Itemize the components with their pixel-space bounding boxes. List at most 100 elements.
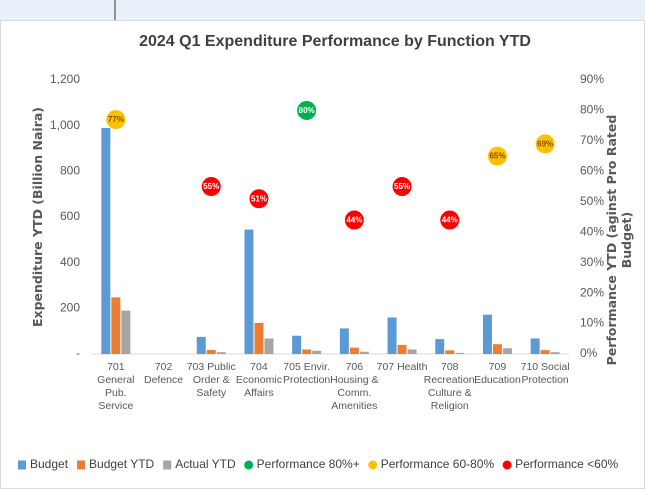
performance-label: 44% <box>442 216 458 225</box>
performance-marker: 65% <box>487 146 507 166</box>
bar <box>292 335 302 354</box>
performance-marker: 77% <box>106 110 126 130</box>
x-tick-label: 704 Economic Affairs <box>235 361 282 399</box>
bar <box>492 344 502 354</box>
performance-label: 69% <box>537 140 553 149</box>
y2-tick-label: 20% <box>580 285 604 299</box>
y-tick-label: 800 <box>60 164 80 178</box>
x-tick-label-box: 705 Envir. Protection <box>283 361 331 386</box>
performance-dot <box>249 189 269 209</box>
performance-label: 44% <box>346 216 362 225</box>
performance-dot <box>201 177 221 197</box>
y-axis-title: Expenditure YTD (Billion Naira) <box>30 106 45 328</box>
legend-swatch <box>368 460 378 470</box>
x-tick-label: 708 Recreation, Culture & Religion <box>423 361 476 412</box>
y2-axis-title-box: Performance YTD (aginst Pro Rated Budget… <box>604 114 634 366</box>
x-tick-label: 703 Public Order & Safety <box>186 361 236 399</box>
legend-label: Budget YTD <box>89 457 154 471</box>
performance-marker: 55% <box>392 177 412 197</box>
performance-dot <box>487 146 507 166</box>
legend-label: Performance 80%+ <box>257 457 360 471</box>
x-tick-label-box: 707 Health <box>377 361 428 373</box>
bar <box>550 352 560 354</box>
bar <box>407 349 417 354</box>
legend-label: Budget <box>30 457 69 471</box>
y2-tick-label: 10% <box>580 316 604 330</box>
x-tick-label-box: 710 Social Protection <box>520 361 570 386</box>
legend-swatch <box>77 460 86 470</box>
legend-item: Budget <box>18 457 69 471</box>
performance-dot <box>344 210 364 230</box>
bar <box>254 322 264 354</box>
bar <box>445 350 455 354</box>
bar <box>101 127 111 354</box>
x-tick-label-box: 709 Education <box>474 361 521 386</box>
bar <box>397 344 407 354</box>
performance-label: 77% <box>108 115 124 124</box>
x-tick-label: 710 Social Protection <box>520 361 570 386</box>
bar <box>339 328 349 354</box>
y2-tick-label: 70% <box>580 133 604 147</box>
bar <box>312 350 322 354</box>
bar <box>349 347 359 354</box>
y-tick-label: - <box>76 346 80 360</box>
performance-dot <box>106 110 126 130</box>
x-tick-label: 702 Defence <box>143 361 184 386</box>
y2-tick-label: 80% <box>580 103 604 117</box>
y-tick-label: 1,000 <box>50 118 80 132</box>
legend-item: Performance <60% <box>502 457 619 471</box>
bar <box>530 338 540 354</box>
legend-swatch <box>163 460 172 470</box>
performance-marker: 55% <box>201 177 221 197</box>
x-tick-label: 701 General Pub. Service <box>97 361 135 412</box>
bar <box>435 339 445 354</box>
performance-marker: 44% <box>344 210 364 230</box>
bar <box>121 310 131 354</box>
y2-tick-label: 60% <box>580 164 604 178</box>
bar <box>302 349 312 354</box>
legend-item: Actual YTD <box>163 457 236 471</box>
legend-label: Actual YTD <box>175 457 236 471</box>
performance-marker: 51% <box>249 189 269 209</box>
y2-axis-title: Performance YTD (aginst Pro Rated Budget… <box>604 114 634 366</box>
chart-title: 2024 Q1 Expenditure Performance by Funct… <box>139 33 531 50</box>
x-tick-label-box: 708 Recreation, Culture & Religion <box>423 361 476 412</box>
y-tick-label: 600 <box>60 209 80 223</box>
y2-tick-label: 90% <box>580 72 604 86</box>
y-tick-label: 200 <box>60 301 80 315</box>
bar <box>359 351 369 354</box>
performance-dot <box>440 210 460 230</box>
legend-item: Performance 60-80% <box>368 457 494 471</box>
x-tick-label-box: 703 Public Order & Safety <box>186 361 236 399</box>
y2-tick-label: 40% <box>580 224 604 238</box>
legend-swatch <box>502 460 512 470</box>
bar <box>502 348 512 354</box>
performance-dot <box>392 177 412 197</box>
x-tick-label-box: 702 Defence <box>143 361 184 386</box>
performance-dot <box>297 100 317 120</box>
performance-marker: 69% <box>535 134 555 154</box>
x-tick-label: 706 Housing & Comm. Amenities <box>330 361 379 412</box>
performance-marker: 44% <box>440 210 460 230</box>
bar <box>206 349 216 354</box>
bar <box>264 338 274 354</box>
bar <box>540 350 550 354</box>
bar <box>387 317 397 354</box>
performance-label: 80% <box>299 106 315 115</box>
bar <box>111 297 121 354</box>
y-axis-title-box: Expenditure YTD (Billion Naira) <box>30 106 45 328</box>
y2-tick-label: 30% <box>580 255 604 269</box>
legend-item: Budget YTD <box>77 457 155 471</box>
legend-label: Performance <60% <box>515 457 618 471</box>
x-tick-label: 709 Education <box>474 361 521 386</box>
x-tick-label: 705 Envir. Protection <box>283 361 331 386</box>
x-tick-label-box: 706 Housing & Comm. Amenities <box>330 361 379 412</box>
y2-tick-label: 0% <box>580 346 598 360</box>
x-tick-label-box: 701 General Pub. Service <box>97 361 135 412</box>
performance-dot <box>535 134 555 154</box>
bar <box>216 352 226 354</box>
y2-tick-label: 50% <box>580 194 604 208</box>
legend-label: Performance 60-80% <box>381 457 495 471</box>
performance-label: 65% <box>489 152 505 161</box>
